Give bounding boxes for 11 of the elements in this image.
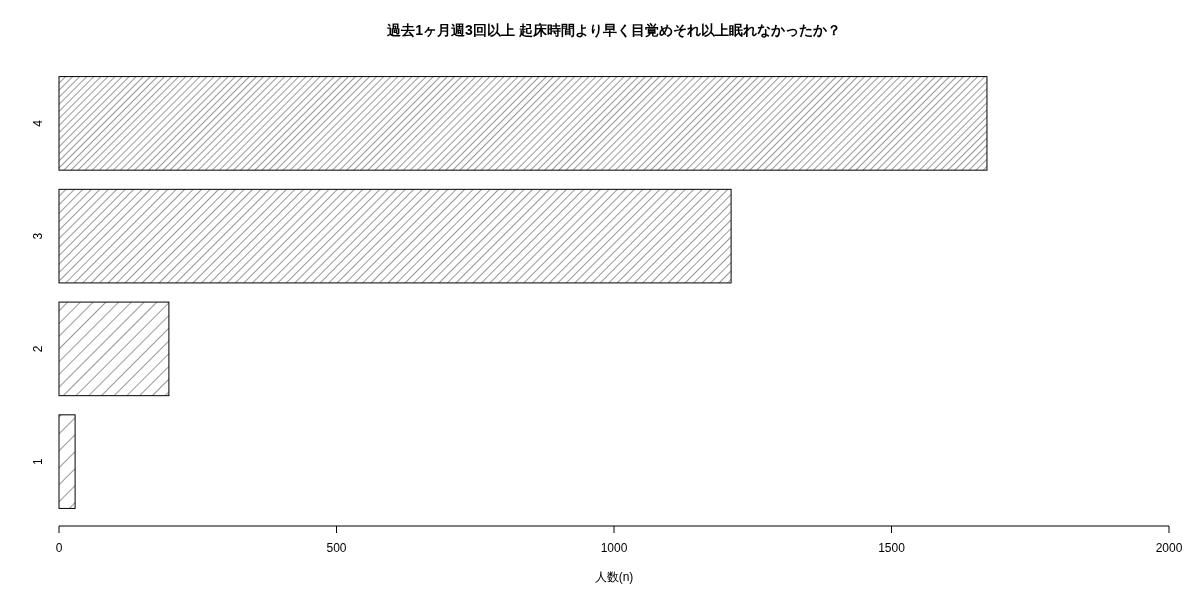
x-axis-title: 人数(n) bbox=[594, 570, 634, 584]
chart-title: 過去1ヶ月週3回以上 起床時間より早く目覚めそれ以上眠れなかったか？ bbox=[386, 22, 841, 38]
y-tick-label: 2 bbox=[31, 345, 45, 353]
x-tick-label: 1500 bbox=[878, 541, 906, 555]
x-tick-label: 0 bbox=[55, 541, 63, 555]
x-tick-label: 2000 bbox=[1155, 541, 1183, 555]
y-tick-label: 1 bbox=[31, 457, 45, 465]
y-tick-label: 4 bbox=[31, 119, 45, 127]
x-tick-label: 500 bbox=[326, 541, 347, 555]
x-tick-label: 1000 bbox=[600, 541, 628, 555]
y-tick-label: 3 bbox=[31, 232, 45, 240]
